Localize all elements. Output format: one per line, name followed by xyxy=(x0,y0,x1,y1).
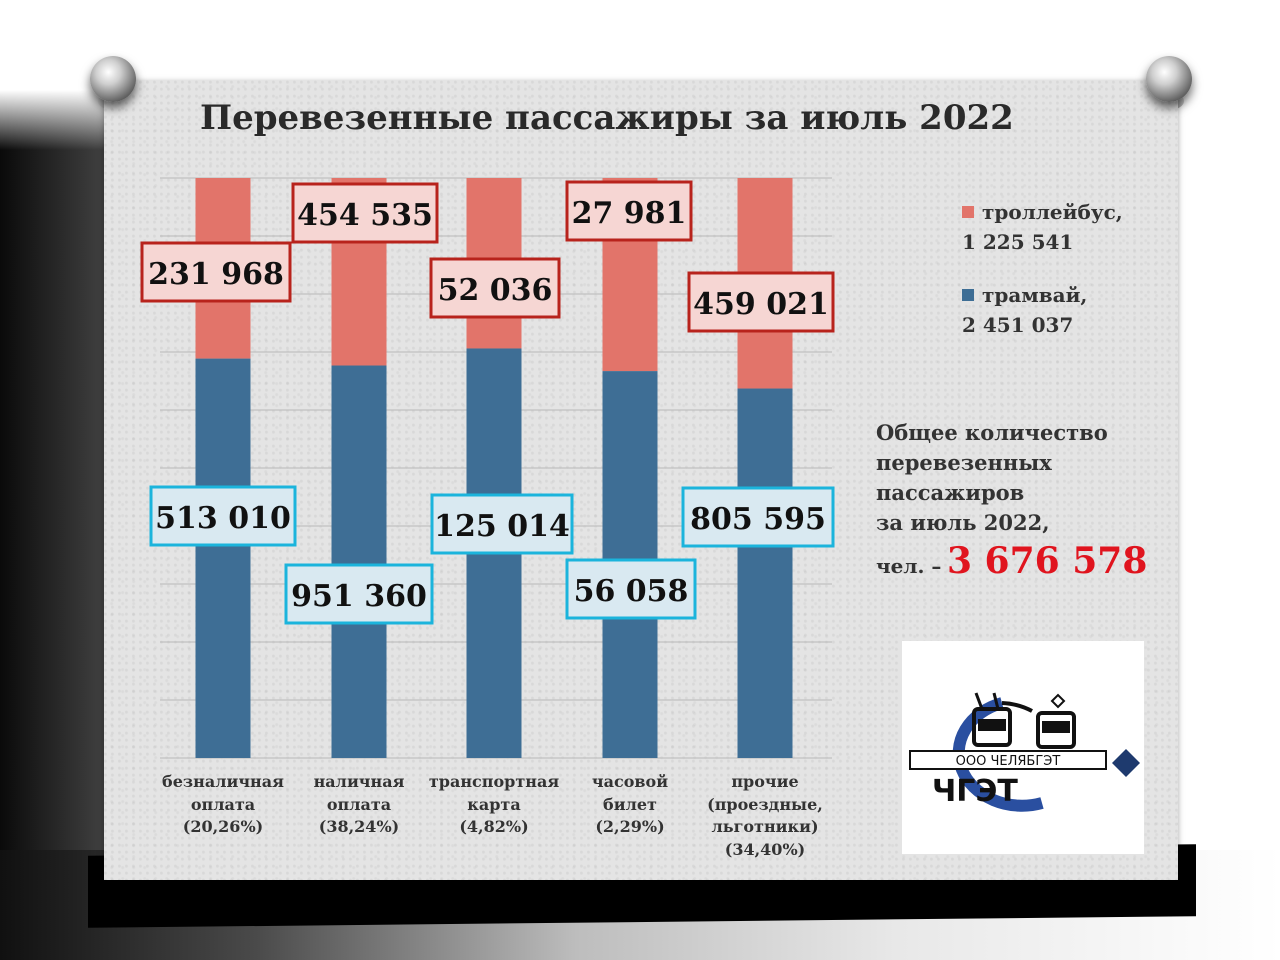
total-description: Общее количество перевезенных пассажиров… xyxy=(876,418,1176,538)
company-logo: ООО ЧЕЛЯБГЭТ ЧГЭТ xyxy=(902,641,1144,854)
data-label-box-trolleybus xyxy=(429,257,561,319)
total-prefix: чел. – xyxy=(876,554,942,578)
data-labels: 231 968 513 010 454 535 951 360 52 036 125 01… xyxy=(140,180,835,625)
chelyabget-logo-icon: ООО ЧЕЛЯБГЭТ ЧГЭТ xyxy=(909,692,1140,812)
data-label-box-tram xyxy=(149,485,297,547)
category-label-line: (38,24%) xyxy=(318,817,400,836)
total-line-1: Общее количество xyxy=(876,420,1108,445)
legend-total-tram: 2 451 037 xyxy=(962,313,1074,337)
data-label-tram: 513 010 xyxy=(155,501,291,536)
total-value-line: чел. – 3 676 578 xyxy=(876,540,1147,582)
data-label-trolleybus: 454 535 xyxy=(297,198,433,233)
category-label-line: билет xyxy=(603,794,657,814)
category-label-line: оплата xyxy=(326,794,392,814)
category-label: транспортная карта (4,82%) xyxy=(419,771,569,839)
data-label-box-tram xyxy=(430,493,574,555)
data-label-tram: 951 360 xyxy=(291,579,427,614)
total-line-3: пассажиров xyxy=(876,480,1025,505)
category-label: безналичная оплата (20,26%) xyxy=(148,771,298,839)
logo-company-text: ООО ЧЕЛЯБГЭТ xyxy=(956,754,1061,769)
data-label-tram: 805 595 xyxy=(690,502,826,537)
data-label-trolleybus: 459 021 xyxy=(693,287,829,322)
category-label-line: наличная xyxy=(313,772,405,791)
bar-tram xyxy=(331,365,387,758)
legend-name-trolleybus: троллейбус, xyxy=(982,200,1123,224)
data-label-tram: 56 058 xyxy=(574,574,689,609)
data-label-box-trolleybus xyxy=(687,271,835,333)
category-label-line: (34,40%) xyxy=(724,839,806,859)
total-value: 3 676 578 xyxy=(946,540,1148,582)
logo-mark-text: ЧГЭТ xyxy=(932,774,1018,809)
category-label-line: часовой xyxy=(591,772,669,791)
data-label-trolleybus: 52 036 xyxy=(438,273,553,308)
chart-title: Перевезенные пассажиры за июль 2022 xyxy=(200,98,1014,138)
bar-tram xyxy=(737,388,793,758)
category-label-line: (20,26%) xyxy=(182,817,264,836)
total-line-4: за июль 2022, xyxy=(876,510,1050,535)
category-label-line: оплата xyxy=(190,794,256,814)
data-label-box-trolleybus xyxy=(291,182,439,244)
data-label-box-trolleybus xyxy=(140,241,292,303)
data-label-box-trolleybus xyxy=(565,180,693,242)
data-label-tram: 125 014 xyxy=(434,509,570,544)
category-label-line: льготники) xyxy=(711,817,819,836)
data-label-box-tram xyxy=(681,486,835,548)
category-label-line: карта xyxy=(467,794,521,814)
category-label: часовой билет (2,29%) xyxy=(555,771,705,839)
data-label-trolleybus: 231 968 xyxy=(148,257,284,292)
legend-swatch-tram xyxy=(962,289,974,301)
category-label: прочие (проездные, льготники) (34,40%) xyxy=(690,771,840,861)
total-line-2: перевезенных xyxy=(876,450,1052,475)
category-label-line: транспортная xyxy=(428,772,560,791)
legend-name-tram: трамвай, xyxy=(982,283,1088,307)
category-label-line: прочие xyxy=(731,772,799,791)
legend-item-tram: трамвай, 2 451 037 xyxy=(962,280,1087,340)
legend-item-trolleybus: троллейбус, 1 225 541 xyxy=(962,197,1123,257)
bar-tram xyxy=(195,358,251,758)
legend-swatch-trolleybus xyxy=(962,206,974,218)
category-label-line: безналичная xyxy=(162,772,284,791)
data-label-box-tram xyxy=(284,563,434,625)
category-label-line: (проездные, xyxy=(707,794,823,814)
data-label-trolleybus: 27 981 xyxy=(572,196,687,231)
data-label-box-tram xyxy=(565,558,697,620)
category-label-line: (2,29%) xyxy=(595,817,665,836)
category-label-line: (4,82%) xyxy=(459,817,529,836)
legend-total-trolleybus: 1 225 541 xyxy=(962,230,1074,254)
category-label: наличная оплата (38,24%) xyxy=(284,771,434,839)
